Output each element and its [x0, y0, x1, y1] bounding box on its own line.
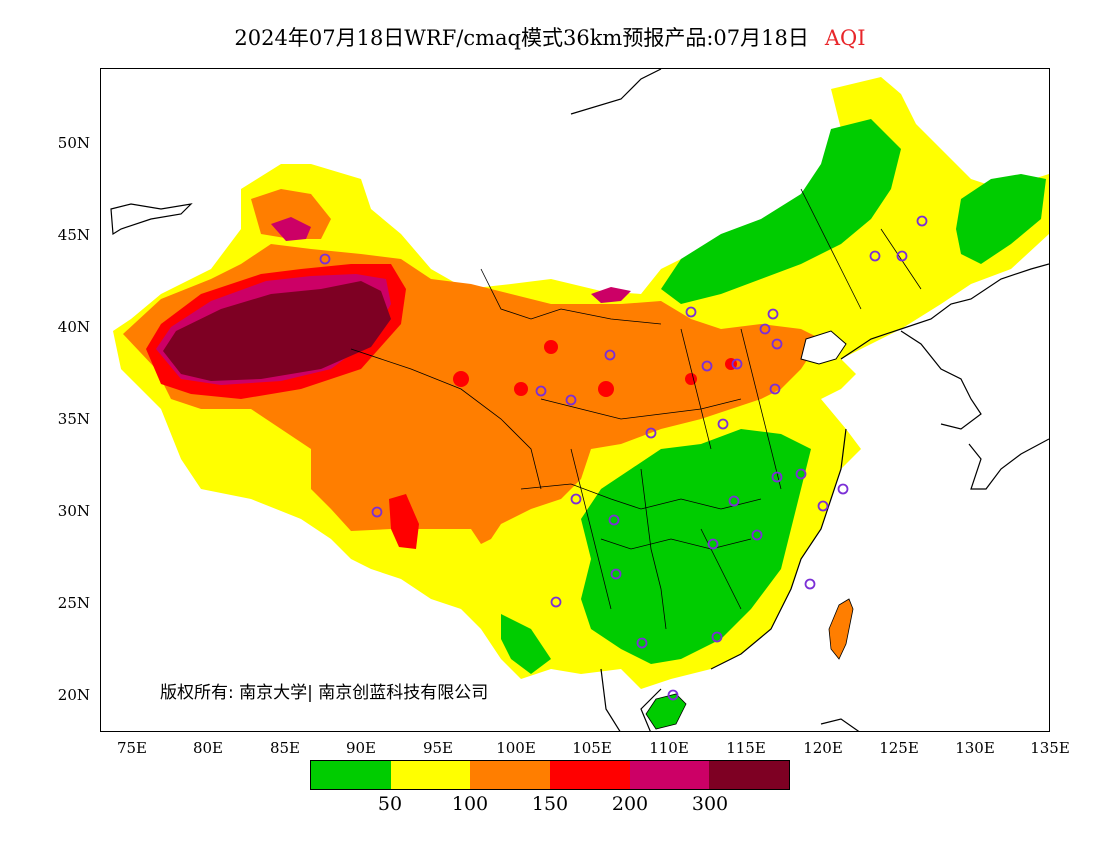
lon-tick-125e: 125E — [879, 739, 919, 757]
lon-tick-105e: 105E — [572, 739, 612, 757]
southeast-coast — [710, 428, 847, 670]
station-marker — [319, 253, 331, 265]
korea-coast — [900, 330, 982, 430]
station-markers — [319, 215, 928, 701]
station-marker — [371, 506, 383, 518]
legend-swatch-very-unhealthy — [629, 761, 710, 789]
province-borders — [350, 188, 922, 630]
station-marker — [570, 493, 582, 505]
aqi-zone-orange-tarim-fringe — [251, 189, 331, 239]
station-marker — [701, 360, 713, 372]
station-marker — [769, 383, 781, 395]
lat-tick-20n: 20N — [57, 686, 90, 704]
lon-tick-75e: 75E — [116, 739, 148, 757]
legend-label-150: 150 — [531, 793, 569, 815]
station-marker — [804, 578, 816, 590]
aqi-zone-green-east — [956, 174, 1046, 264]
station-marker — [667, 689, 679, 701]
aqi-hotspot-tibet — [389, 494, 419, 549]
station-marker — [771, 338, 783, 350]
lat-tick-25n: 25N — [57, 594, 90, 612]
lon-tick-110e: 110E — [649, 739, 689, 757]
aqi-hotspot-red-3 — [514, 382, 528, 396]
russia-coast — [570, 69, 662, 115]
aqi-zone-green-south — [581, 429, 811, 664]
legend-swatch-moderate — [390, 761, 471, 789]
station-marker — [771, 471, 783, 483]
aqi-label: AQI — [824, 26, 866, 50]
station-marker — [751, 529, 763, 541]
lon-tick-115e: 115E — [726, 739, 766, 757]
station-marker — [767, 308, 779, 320]
lat-tick-50n: 50N — [57, 134, 90, 152]
station-marker — [817, 500, 829, 512]
legend-swatch-good — [311, 761, 391, 789]
kazakh-lake — [110, 203, 193, 236]
aqi-zone-hainan — [645, 693, 687, 730]
station-marker — [645, 427, 657, 439]
lat-tick-35n: 35N — [57, 410, 90, 428]
station-marker — [731, 358, 743, 370]
station-marker — [535, 385, 547, 397]
map-title: 2024年07月18日WRF/cmaq模式36km预报产品:07月18日 AQI — [0, 22, 1100, 52]
coastline — [840, 263, 1049, 360]
lat-tick-40n: 40N — [57, 318, 90, 336]
station-marker — [685, 306, 697, 318]
aqi-hotspot-red-5 — [453, 371, 469, 387]
station-marker — [608, 514, 620, 526]
aqi-hotspot-red-4 — [685, 373, 697, 385]
station-marker — [604, 349, 616, 361]
lon-tick-80e: 80E — [192, 739, 224, 757]
indochina-coast — [600, 668, 860, 731]
station-marker — [869, 250, 881, 262]
legend-swatch-sensitive — [470, 761, 551, 789]
aqi-hotspot-inner-mongolia — [591, 287, 631, 303]
station-marker — [610, 568, 622, 580]
station-marker — [795, 468, 807, 480]
legend-label-50: 50 — [377, 793, 403, 815]
aqi-zone-maroon — [163, 281, 391, 381]
station-marker — [550, 596, 562, 608]
aqi-legend — [310, 760, 790, 790]
legend-swatch-hazardous — [709, 761, 790, 789]
japan-coast — [968, 438, 1049, 490]
station-marker — [916, 215, 928, 227]
station-marker — [707, 538, 719, 550]
station-marker — [565, 394, 577, 406]
aqi-hotspot-red-1 — [544, 340, 558, 354]
lon-tick-90e: 90E — [345, 739, 377, 757]
legend-label-300: 300 — [691, 793, 729, 815]
lon-tick-95e: 95E — [422, 739, 454, 757]
station-marker — [636, 637, 648, 649]
lon-tick-100e: 100E — [496, 739, 536, 757]
lon-tick-130e: 130E — [955, 739, 995, 757]
aqi-zone-green-northeast — [661, 119, 901, 304]
legend-label-100: 100 — [451, 793, 489, 815]
station-marker — [717, 418, 729, 430]
station-marker — [711, 631, 723, 643]
station-marker — [728, 495, 740, 507]
legend-swatch-unhealthy — [550, 761, 630, 789]
bay-bohai — [800, 330, 847, 365]
aqi-hotspot-north — [271, 217, 311, 241]
station-marker — [837, 483, 849, 495]
station-marker — [759, 323, 771, 335]
lon-tick-135e: 135E — [1030, 739, 1070, 757]
aqi-zone-green-southwest — [501, 614, 551, 674]
title-text: 2024年07月18日WRF/cmaq模式36km预报产品:07月18日 — [234, 26, 809, 50]
map-canvas — [110, 69, 1049, 731]
copyright-text: 版权所有: 南京大学| 南京创蓝科技有限公司 — [160, 683, 489, 703]
aqi-map — [100, 68, 1050, 732]
lon-tick-120e: 120E — [803, 739, 843, 757]
legend-label-200: 200 — [611, 793, 649, 815]
lat-tick-45n: 45N — [57, 226, 90, 244]
lat-tick-30n: 30N — [57, 502, 90, 520]
lon-tick-85e: 85E — [269, 739, 301, 757]
aqi-zone-taiwan — [828, 598, 854, 660]
station-marker — [896, 250, 908, 262]
aqi-hotspot-red-2 — [598, 381, 614, 397]
